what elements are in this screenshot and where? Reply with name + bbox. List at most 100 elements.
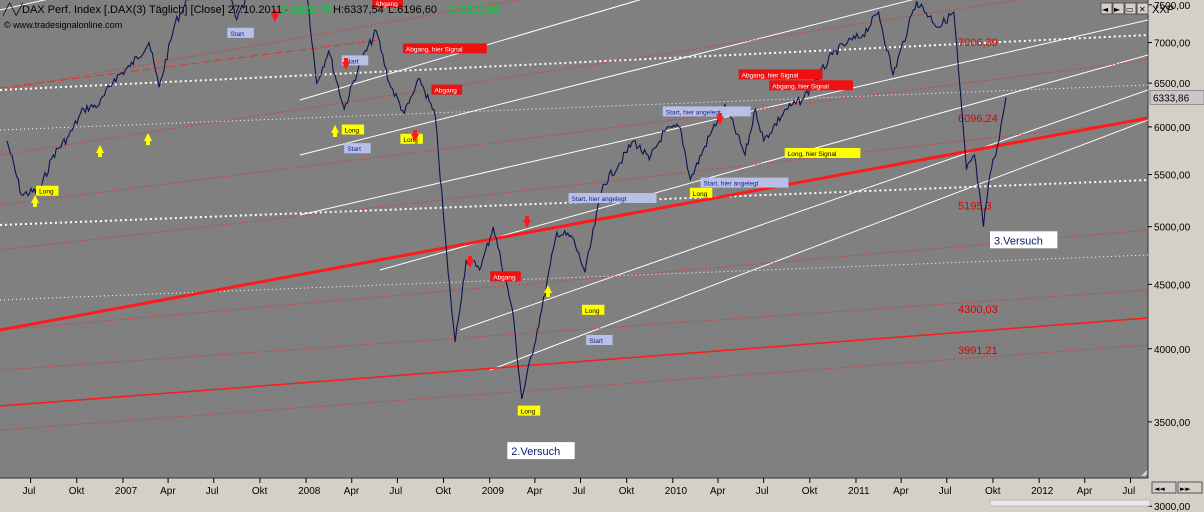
signal-tag-blue: Start [586, 335, 613, 345]
scrollbar-track[interactable] [989, 499, 1151, 507]
header-title: DAX Perf. Index [.DAX(3) Täglich] [Close… [22, 4, 289, 16]
x-tick-label: Jul [756, 486, 769, 497]
signal-tag-yellow: Long, hier Signal [784, 148, 861, 158]
upper-channel-line-3 [299, 0, 641, 101]
signal-tag-red: Abgang, hier Signal [769, 80, 854, 91]
x-tick-label: 2007 [115, 486, 138, 497]
svg-text:◄: ◄ [1102, 5, 1109, 14]
x-tick-label: Apr [527, 486, 543, 497]
svg-text:Start: Start [345, 58, 359, 65]
svg-text:Start: Start [230, 31, 244, 38]
scroll-right-button[interactable]: ►► [1177, 481, 1203, 494]
svg-text:3.Versuch: 3.Versuch [994, 235, 1043, 247]
x-tick-label: Jul [389, 486, 402, 497]
svg-text:Start: Start [589, 338, 603, 345]
level-label: 5195,3 [958, 201, 992, 213]
middle-channel-line [379, 54, 1148, 271]
long-arrow-icon [96, 145, 104, 157]
svg-text:Start, hier angelegt: Start, hier angelegt [572, 196, 627, 203]
signal-tag-red: Abgang [431, 84, 463, 95]
dashed-red-trendline [0, 39, 381, 89]
next-button[interactable]: ► [1112, 2, 1125, 15]
y-tick-label: 4500,00 [1154, 280, 1191, 291]
lower-red-trendline [0, 317, 1148, 407]
x-tick-label: Jul [1122, 486, 1135, 497]
y-tick-label: 4000,00 [1154, 345, 1191, 356]
svg-text:Abgang: Abgang [435, 88, 458, 95]
attempt-label: 3.Versuch [990, 231, 1058, 249]
svg-text:Abgang, hier Signal: Abgang, hier Signal [772, 83, 829, 90]
resize-grip-icon[interactable] [1141, 470, 1148, 477]
short-arrow-icon [411, 130, 419, 142]
long-arrow-icon [31, 195, 39, 207]
signal-tag-yellow: Long [689, 187, 713, 198]
short-arrow-icon [466, 256, 474, 268]
signal-tag-yellow: Long [582, 304, 605, 315]
svg-text:Abgang: Abgang [493, 274, 516, 281]
y-axis-panel [1148, 0, 1204, 480]
signal-tag-red: Abgang [372, 0, 403, 8]
svg-text:Long: Long [403, 137, 418, 144]
y-tick-label: 7000,00 [1154, 39, 1191, 50]
x-tick-label: 2012 [1031, 486, 1054, 497]
short-arrow-icon [523, 216, 531, 228]
maximize-button[interactable]: ▭ [1124, 2, 1137, 15]
level-label: 3991,21 [958, 345, 998, 357]
signal-tag-blue: Start, hier angelegt [662, 106, 751, 117]
x-tick-label: Okt [985, 486, 1001, 497]
dotted-red-fan-line [0, 229, 1148, 331]
level-label: 7006,39 [958, 37, 998, 49]
dotted-red-fan-line [0, 59, 1148, 206]
x-tick-label: Okt [619, 486, 635, 497]
dotted-white-support-line [0, 34, 1148, 91]
long-arrow-icon [544, 285, 552, 297]
header-high: H:6337,54 [333, 4, 384, 16]
x-tick-label: Okt [436, 486, 452, 497]
watermark: © www.tradesignalonline.com [4, 20, 122, 30]
x-tick-label: Okt [802, 486, 818, 497]
level-label: 6096,24 [958, 113, 998, 125]
upper-channel-line-4 [299, 0, 914, 156]
long-arrow-icon [331, 125, 339, 137]
x-tick-label: Jul [23, 486, 36, 497]
long-arrow-icon [144, 133, 152, 145]
x-tick-label: Apr [893, 486, 909, 497]
chart-icon: ╱╲╱ [2, 2, 24, 16]
attempt-label: 2.Versuch [507, 442, 575, 460]
svg-text:Long, hier Signal: Long, hier Signal [788, 151, 837, 158]
signal-tag-yellow: Long [400, 133, 423, 144]
svg-text:►: ► [1114, 5, 1121, 14]
svg-text:Abgang, hier Signal: Abgang, hier Signal [742, 72, 799, 79]
scroll-left-button[interactable]: ◄◄ [1151, 481, 1177, 494]
window-controls: ◄ ► ▭ ✕ [1100, 2, 1149, 15]
x-tick-label: Apr [160, 486, 176, 497]
price-line [6, 0, 1007, 400]
x-tick-label: Okt [69, 486, 85, 497]
svg-text:Long: Long [345, 128, 360, 135]
x-axis-panel [0, 478, 1204, 512]
signal-tag-blue: Start [341, 55, 369, 66]
svg-text:✕: ✕ [1139, 5, 1146, 14]
svg-text:Long: Long [39, 189, 54, 196]
svg-text:▭: ▭ [1126, 5, 1134, 14]
y-tick-label: 6500,00 [1154, 79, 1191, 90]
svg-text:2.Versuch: 2.Versuch [511, 446, 560, 458]
y-tick-label: 7500,00 [1154, 1, 1191, 12]
level-label: 4300,03 [958, 304, 998, 316]
short-arrow-icon [342, 58, 350, 70]
main-red-trendline [0, 116, 1148, 332]
xxp-label: XXP [1152, 4, 1174, 16]
signal-tag-yellow: Long [341, 124, 365, 135]
x-tick-label: Apr [1077, 486, 1093, 497]
chart-header: ╱╲╱ DAX Perf. Index [.DAX(3) Täglich] [C… [2, 2, 1174, 30]
prev-button[interactable]: ◄ [1100, 2, 1113, 15]
x-tick-label: 2010 [665, 486, 688, 497]
x-tick-label: 2011 [848, 486, 870, 497]
close-button[interactable]: ✕ [1136, 2, 1149, 15]
signal-tag-yellow: Long [517, 405, 541, 416]
signal-tag-blue: Start, hier angelegt [700, 177, 789, 188]
signal-tag-blue: Start, hier angelegt [568, 193, 657, 203]
svg-text:►►: ►► [1180, 485, 1191, 493]
